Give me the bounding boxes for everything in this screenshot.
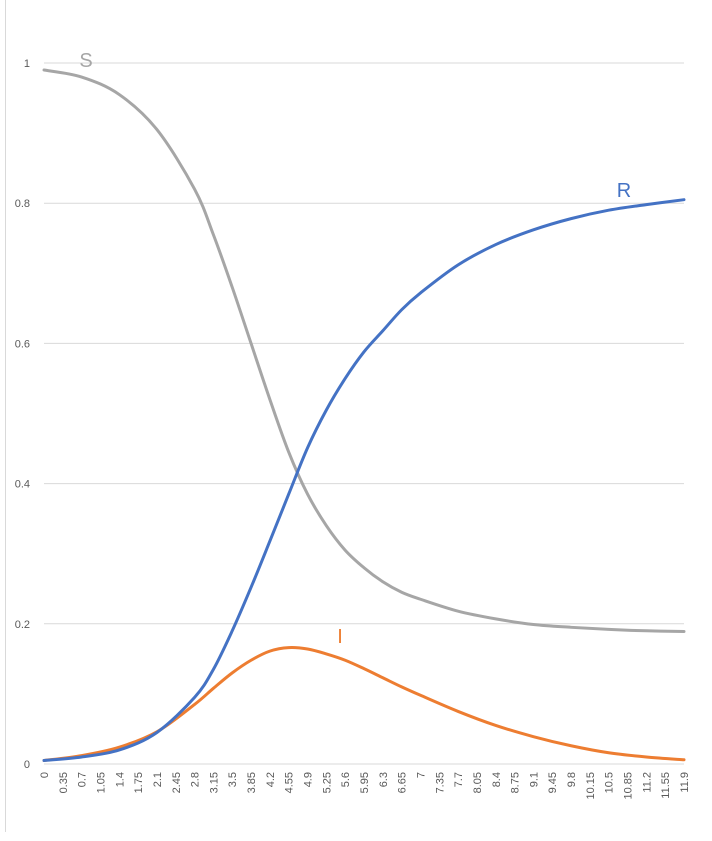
x-tick-label: 4.55	[284, 772, 296, 793]
x-tick-label: 9.1	[528, 772, 540, 787]
x-tick-label: 9.45	[547, 772, 559, 793]
x-tick-label: 10.15	[585, 772, 597, 800]
y-tick-label: 0	[24, 759, 30, 771]
x-tick-label: 4.2	[265, 772, 277, 787]
x-tick-label: 8.75	[510, 772, 522, 793]
x-tick-label: 7	[415, 772, 427, 778]
series-lines	[42, 68, 686, 762]
y-tick-label: 0.8	[15, 198, 30, 210]
x-tick-label: 11.9	[679, 772, 691, 793]
series-label-S: S	[79, 50, 92, 72]
x-tick-label: 11.55	[660, 772, 672, 799]
y-tick-label: 0.2	[15, 619, 30, 631]
x-tick-label: 3.5	[227, 772, 239, 787]
series-label-R: R	[617, 180, 631, 202]
x-tick-label: 1.4	[114, 772, 126, 787]
x-tick-label: 10.85	[623, 772, 635, 800]
x-tick-label: 4.9	[303, 772, 315, 787]
x-tick-label: 2.8	[190, 772, 202, 787]
y-tick-label: 0.4	[15, 479, 30, 491]
x-tick-label: 1.05	[95, 772, 107, 793]
x-tick-label: 0	[39, 772, 51, 778]
x-tick-label: 7.35	[434, 772, 446, 793]
x-tick-label: 10.5	[604, 772, 616, 793]
x-axis-ticks: 0 0.35 0.7 1.05 1.4 1.75 2.1 2.45 2.8 3.15 3.5 3.85…	[39, 772, 691, 800]
x-tick-label: 5.25	[321, 772, 333, 793]
series-line-S	[42, 68, 686, 634]
x-tick-label: 5.95	[359, 772, 371, 793]
series-label-I: I	[337, 626, 343, 648]
x-tick-label: 8.05	[472, 772, 484, 793]
chart-border	[5, 0, 6, 832]
x-tick-label: 0.7	[77, 772, 89, 787]
x-tick-label: 2.45	[171, 772, 183, 793]
x-tick-label: 8.4	[491, 772, 503, 787]
y-axis-ticks: 0 0.2 0.4 0.6 0.8 1	[15, 58, 30, 771]
x-tick-label: 6.65	[397, 772, 409, 793]
x-tick-label: 3.15	[208, 772, 220, 793]
y-tick-label: 1	[24, 58, 30, 70]
x-tick-label: 0.35	[58, 772, 70, 793]
x-tick-label: 5.6	[340, 772, 352, 787]
x-tick-label: 2.1	[152, 772, 164, 787]
x-tick-label: 7.7	[453, 772, 465, 787]
x-tick-label: 3.85	[246, 772, 258, 793]
series-line-I	[42, 646, 686, 762]
series-line-R	[42, 198, 686, 762]
x-tick-label: 11.2	[641, 772, 653, 793]
x-tick-label: 6.3	[378, 772, 390, 787]
gridlines	[44, 62, 684, 765]
series-labels: S R I	[79, 50, 631, 648]
y-tick-label: 0.6	[15, 338, 30, 350]
x-tick-label: 1.75	[133, 772, 145, 793]
x-tick-label: 9.8	[566, 772, 578, 787]
